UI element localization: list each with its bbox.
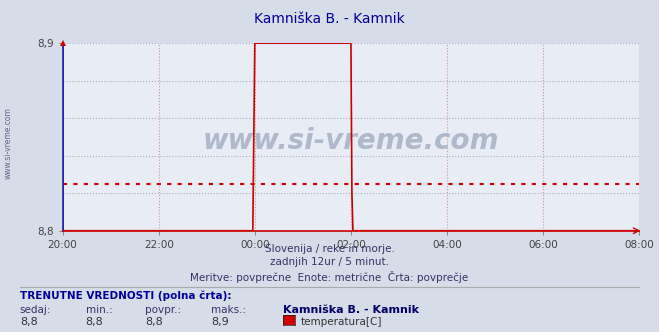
- Text: temperatura[C]: temperatura[C]: [301, 317, 383, 327]
- Text: min.:: min.:: [86, 305, 113, 315]
- Text: Meritve: povprečne  Enote: metrične  Črta: povprečje: Meritve: povprečne Enote: metrične Črta:…: [190, 271, 469, 283]
- Text: 8,8: 8,8: [86, 317, 103, 327]
- Text: sedaj:: sedaj:: [20, 305, 51, 315]
- Text: 8,8: 8,8: [145, 317, 163, 327]
- Text: Slovenija / reke in morje.: Slovenija / reke in morje.: [264, 244, 395, 254]
- Text: TRENUTNE VREDNOSTI (polna črta):: TRENUTNE VREDNOSTI (polna črta):: [20, 290, 231, 301]
- Text: Kamniška B. - Kamnik: Kamniška B. - Kamnik: [283, 305, 419, 315]
- Text: www.si-vreme.com: www.si-vreme.com: [203, 127, 499, 155]
- Text: povpr.:: povpr.:: [145, 305, 181, 315]
- Text: zadnjih 12ur / 5 minut.: zadnjih 12ur / 5 minut.: [270, 257, 389, 267]
- Text: Kamniška B. - Kamnik: Kamniška B. - Kamnik: [254, 12, 405, 26]
- Text: 8,9: 8,9: [211, 317, 229, 327]
- Text: 8,8: 8,8: [20, 317, 38, 327]
- Text: www.si-vreme.com: www.si-vreme.com: [3, 107, 13, 179]
- Text: maks.:: maks.:: [211, 305, 246, 315]
